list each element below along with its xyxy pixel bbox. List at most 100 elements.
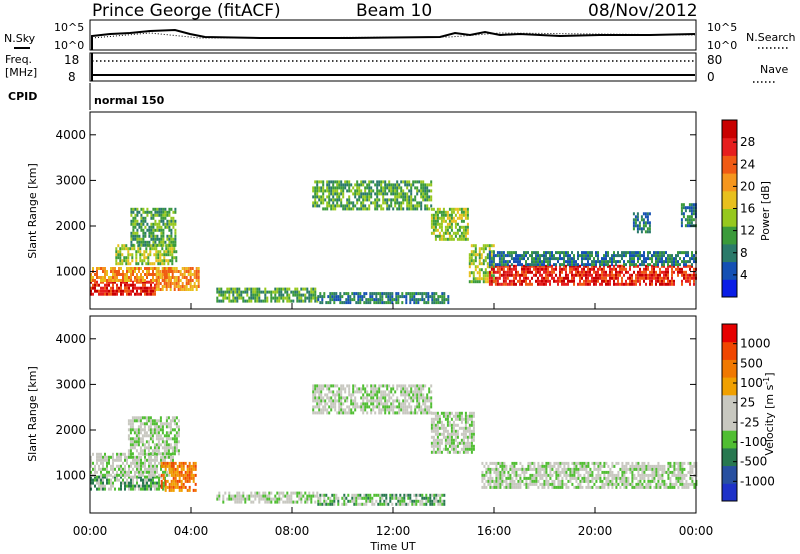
power-cell (621, 279, 623, 283)
power-cell (117, 250, 120, 254)
velocity-cell (330, 384, 333, 388)
velocity-cell (132, 455, 134, 459)
velocity-cell (155, 422, 158, 426)
power-cell (127, 247, 130, 251)
velocity-cell (314, 390, 317, 394)
velocity-cell (454, 444, 457, 448)
power-cell (183, 267, 186, 270)
velocity-cell (142, 481, 144, 485)
velocity-cell (147, 419, 150, 423)
velocity-cell (428, 405, 431, 409)
power-cell (406, 198, 409, 202)
velocity-cell (362, 399, 365, 403)
velocity-cell (182, 473, 185, 477)
velocity-cell (96, 452, 98, 456)
power-cell (316, 183, 319, 187)
power-cell (421, 298, 424, 302)
power-cell (370, 186, 373, 190)
power-cell (314, 192, 317, 196)
power-cell (364, 195, 367, 199)
power-cell (537, 263, 539, 267)
power-cell (450, 237, 453, 241)
velocity-cell (114, 458, 116, 462)
power-cell (354, 183, 357, 187)
power-cell (527, 270, 529, 274)
power-cell (571, 263, 573, 267)
power-cell (124, 273, 126, 276)
power-cell (498, 273, 501, 277)
power-cell (675, 260, 677, 264)
power-cell (166, 225, 169, 229)
power-cell (545, 273, 547, 277)
power-cell (402, 189, 405, 193)
velocity-cell (541, 482, 544, 486)
velocity-cell (342, 411, 345, 415)
velocity-cell (485, 473, 488, 477)
velocity-cell (587, 461, 590, 465)
power-cell (166, 234, 169, 238)
power-cell (132, 216, 135, 220)
power-cell (390, 186, 393, 190)
power-cell (446, 228, 449, 232)
velocity-cell (438, 414, 441, 418)
velocity-cell (438, 417, 441, 421)
velocity-cell (108, 487, 110, 491)
power-cell (680, 209, 683, 213)
power-cell (319, 301, 322, 305)
power-cell (120, 267, 122, 270)
power-cell (531, 257, 533, 261)
velocity-cell (495, 485, 498, 489)
power-cell (691, 264, 693, 268)
power-cell (613, 276, 615, 280)
power-cell (690, 212, 693, 216)
power-cell (651, 267, 653, 271)
velocity-cell (348, 393, 351, 397)
power-cell (591, 279, 593, 283)
power-cell (396, 189, 399, 193)
velocity-cell (462, 417, 465, 421)
power-cell (161, 288, 164, 291)
power-cell (410, 204, 413, 208)
power-cell (122, 289, 124, 293)
velocity-cell (160, 461, 163, 465)
power-cell (547, 270, 549, 274)
power-cell (326, 195, 329, 199)
velocity-cell (108, 455, 110, 459)
velocity-cell (637, 464, 640, 468)
velocity-cell (153, 419, 156, 423)
power-cell (478, 259, 481, 263)
power-cell (314, 299, 317, 303)
power-cell (137, 247, 140, 251)
velocity-cell (460, 441, 463, 445)
power-cell (587, 257, 589, 261)
velocity-cell (330, 396, 333, 400)
velocity-cell (131, 425, 134, 429)
power-cell (342, 183, 345, 187)
velocity-cell (176, 485, 179, 489)
power-cell (589, 270, 591, 274)
velocity-cell (416, 393, 419, 397)
power-cell (657, 279, 659, 283)
power-cell (130, 292, 132, 296)
power-cell (647, 251, 649, 255)
power-cell (567, 276, 569, 280)
power-cell (636, 212, 639, 216)
velocity-cell (192, 476, 195, 480)
power-cell (448, 207, 451, 211)
velocity-cell (184, 461, 187, 465)
power-cell (448, 237, 451, 241)
velocity-cell (120, 475, 122, 479)
power-cell (100, 292, 102, 296)
velocity-cell (192, 473, 195, 477)
power-cell (430, 183, 433, 187)
power-cell (397, 295, 400, 299)
power-cell (170, 207, 173, 211)
velocity-cell (158, 481, 160, 485)
velocity-cell (169, 431, 172, 435)
velocity-cell (412, 384, 415, 388)
velocity-cell (216, 494, 219, 498)
velocity-cell (491, 467, 494, 471)
velocity-cell (260, 497, 263, 501)
power-cell (338, 180, 341, 184)
velocity-cell (456, 429, 459, 433)
